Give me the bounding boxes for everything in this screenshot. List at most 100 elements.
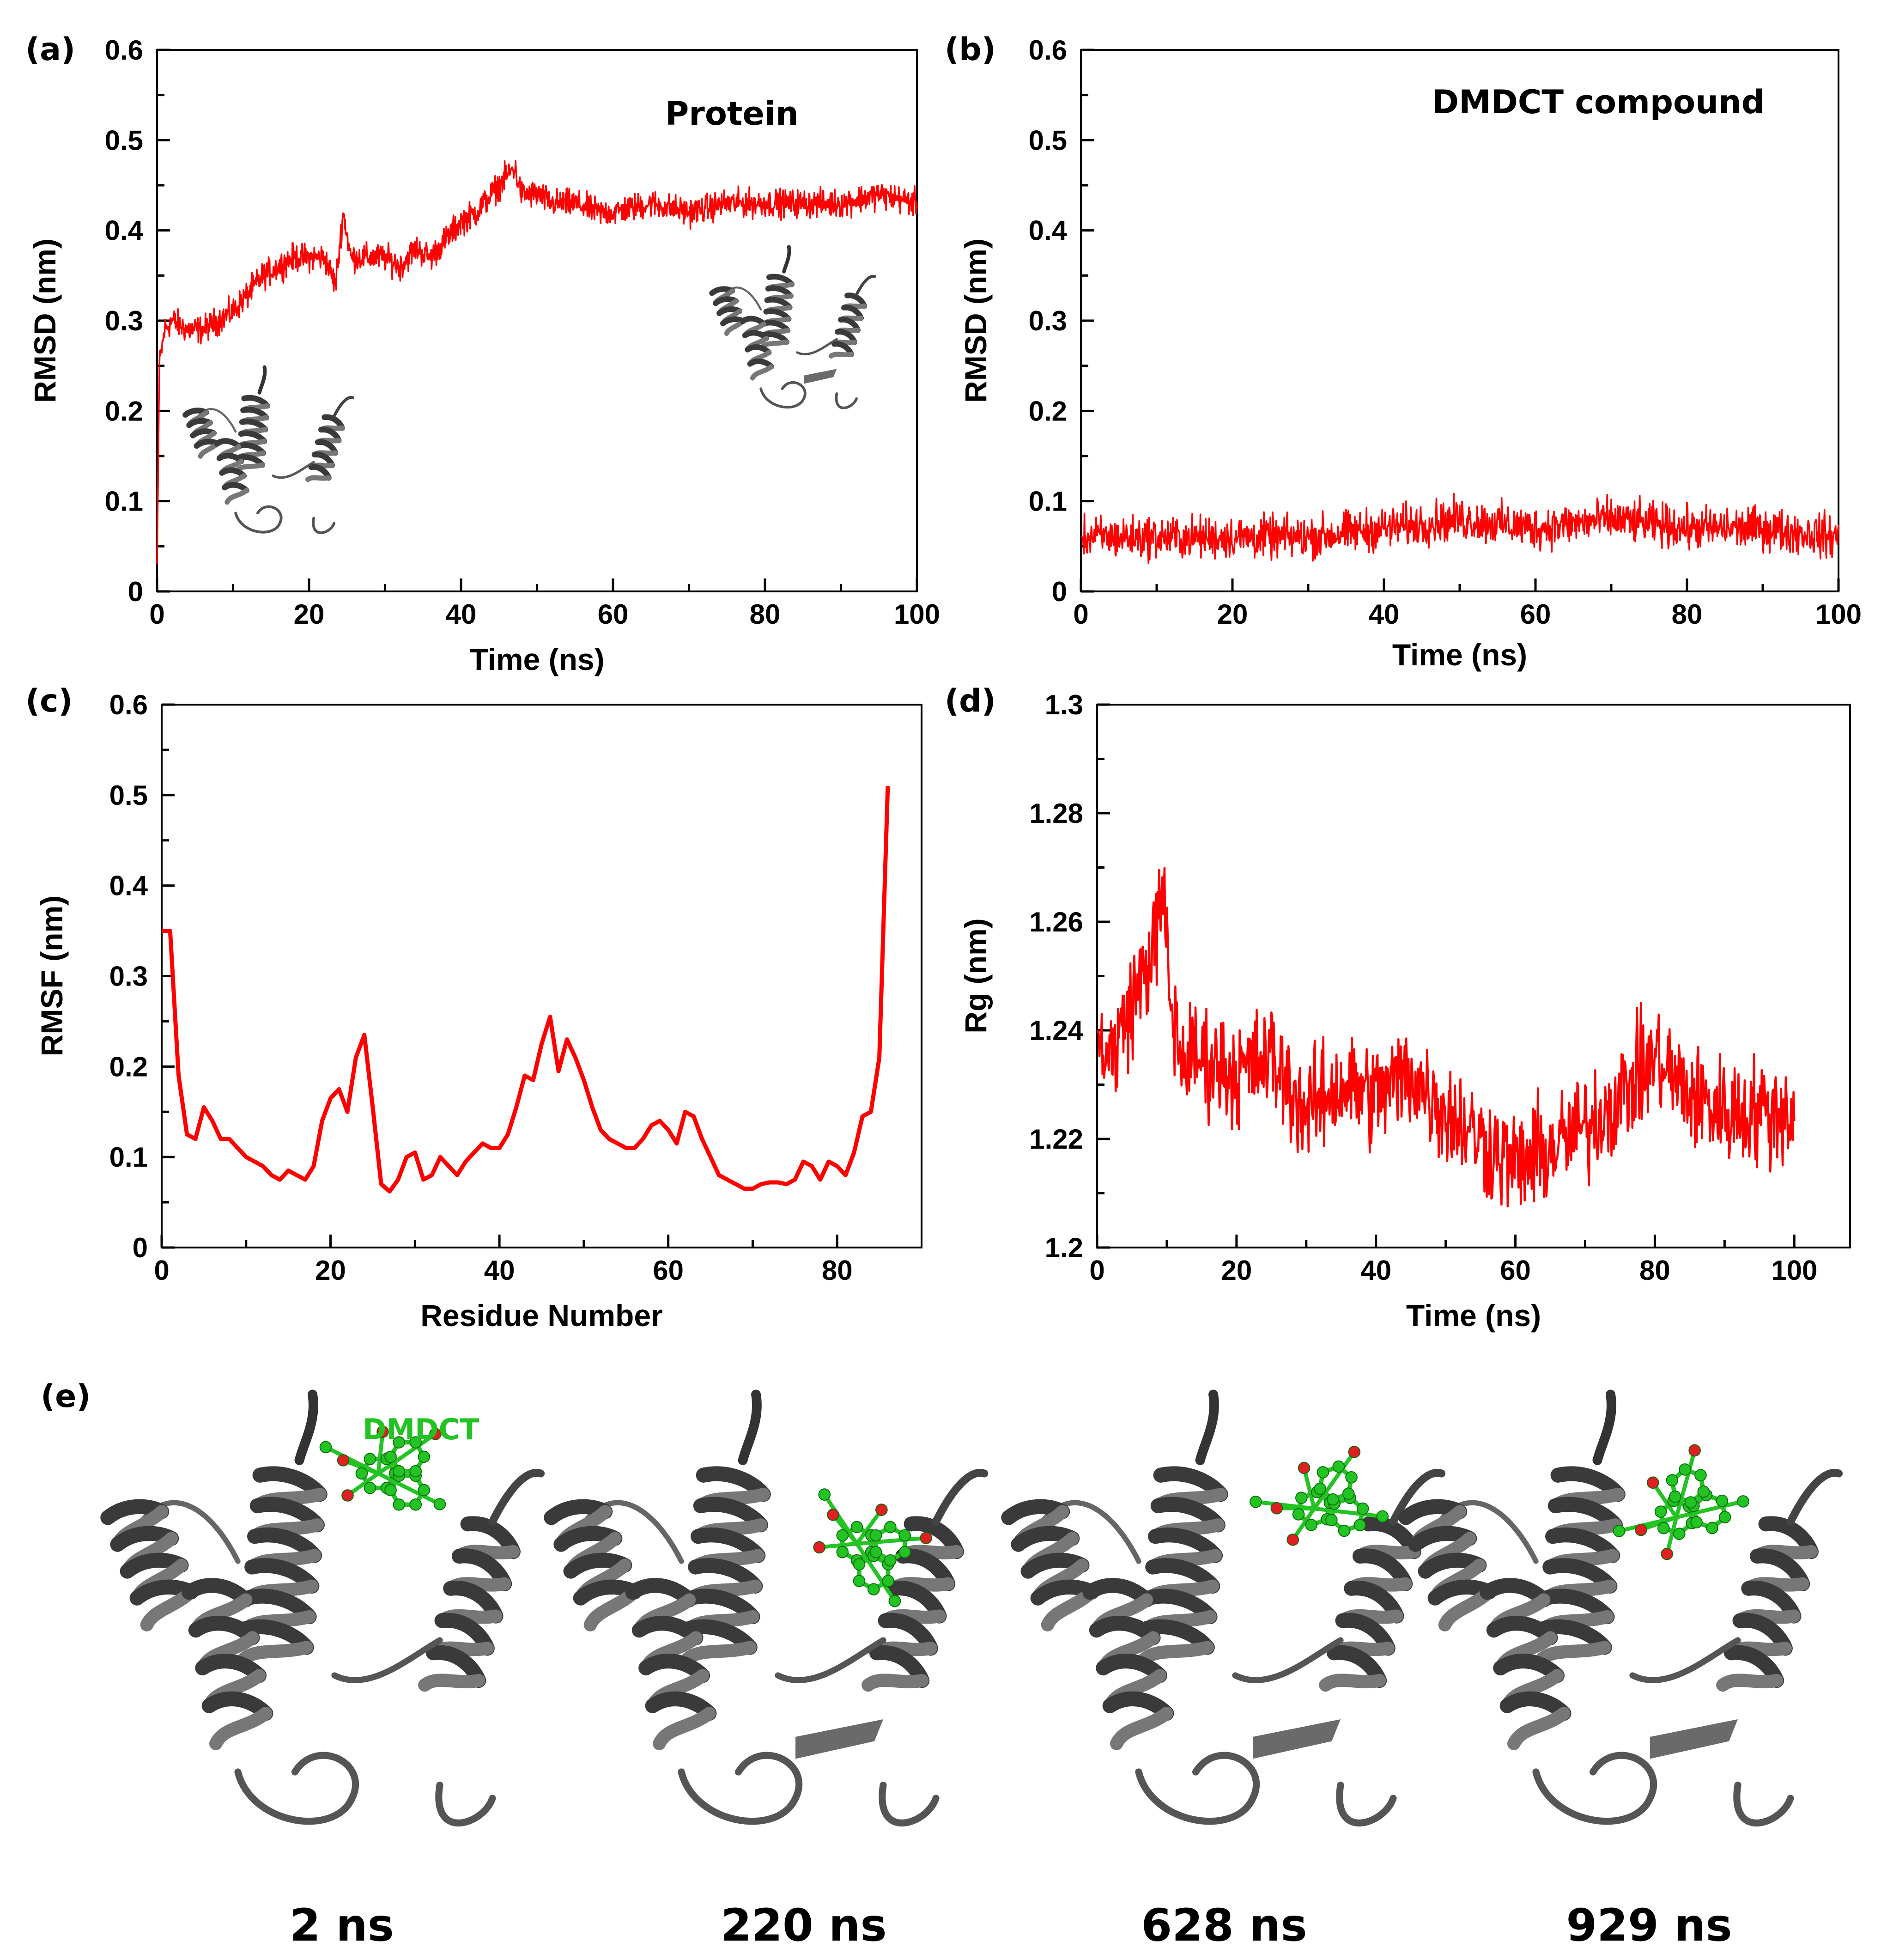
x-tick-label: 100 [894,599,940,630]
panel-b-letter: (b) [945,31,996,68]
x-axis-label: Residue Number [420,1298,662,1333]
series-line [1096,867,1796,1208]
ligand-dmdct [813,1488,933,1607]
x-tick-label: 0 [1089,1255,1104,1286]
helix-ribbon [760,274,795,349]
loop-ribbon [775,1637,886,1683]
loop-ribbon [1532,1752,1657,1825]
helix-ribbon [182,1578,273,1750]
helix-ribbon [740,316,774,381]
loop-ribbon [272,461,315,479]
x-tick-label: 40 [1369,599,1400,630]
loop-ribbon [331,1637,443,1683]
loop-ribbon [879,1781,940,1827]
x-tick-label: 0 [149,599,164,630]
panel-e-letter: (e) [41,1378,91,1415]
x-tick-label: 80 [1672,599,1703,630]
y-tick-label: 0.2 [109,1051,148,1082]
x-tick-label: 60 [598,599,629,630]
x-tick-label: 100 [1815,599,1862,630]
y-axis-label: RMSD (nm) [959,238,993,403]
y-tick-label: 0.4 [105,215,144,246]
plot-frame [156,49,918,592]
loop-ribbon [796,338,838,356]
x-tick-label: 80 [1639,1255,1670,1286]
plot-frame [1096,704,1851,1248]
loop-ribbon [294,1389,318,1465]
loop-ribbon [1195,1389,1219,1465]
x-tick-label: 100 [1771,1255,1817,1286]
beta-strand [1253,1719,1341,1759]
loop-ribbon [1592,1389,1616,1465]
series-line [1080,493,1839,565]
loop-ribbon [234,1752,359,1825]
loop-ribbon [932,1469,989,1526]
y-tick-label: 0.3 [109,961,148,992]
x-axis-label: Time (ns) [1392,638,1527,672]
y-tick-label: 0 [1052,576,1067,607]
beta-strand [803,369,837,384]
y-axis-label: RMSD (nm) [28,238,62,403]
x-tick-label: 20 [1217,599,1248,630]
chart-d-rg: 1.2 1.22 1.24 1.26 1.28 1.3 0 20 40 60 80 100 Time (… [959,689,1851,1333]
beta-strand [1650,1719,1738,1759]
loop-ribbon [1336,1781,1397,1827]
loop-ribbon [759,381,807,409]
ligand-dmdct [1250,1446,1389,1546]
snapshot-929ns [1398,1389,1843,1827]
y-tick-label: 0.2 [105,396,143,426]
helix-ribbon [1001,1499,1099,1631]
annotation-dmdct-compound: DMDCT compound [1432,83,1765,121]
helix-ribbon [1398,1499,1497,1631]
panel-c-letter: (c) [25,683,73,719]
y-tick-label: 0.1 [105,486,143,517]
x-tick-label: 40 [446,599,477,630]
loop-ribbon [257,365,267,395]
y-tick-label: 0.5 [105,125,143,156]
loop-ribbon [835,392,858,409]
helix-ribbon [828,292,868,359]
x-tick-label: 40 [1360,1255,1391,1286]
y-tick-label: 1.28 [1029,798,1083,829]
snapshot-220ns [544,1389,989,1827]
y-tick-label: 0.5 [109,780,148,811]
helix-ribbon [625,1578,717,1750]
ligand-dmdct [1613,1444,1749,1560]
y-tick-label: 1.2 [1045,1232,1083,1263]
loop-ribbon [332,396,354,418]
y-tick-label: 0.6 [1029,35,1067,66]
inset-protein-structure-final [709,245,876,409]
helix-ribbon [418,1516,521,1692]
time-label-220ns: 220 ns [721,1899,886,1951]
y-tick-label: 1.22 [1029,1124,1083,1155]
time-label-929ns: 929 ns [1566,1899,1732,1951]
loop-ribbon [1135,1752,1260,1825]
loop-ribbon [678,1752,802,1825]
helix-ribbon [544,1499,642,1631]
helix-ribbon [235,395,271,472]
ligand-label-dmdct: DMDCT [363,1412,479,1446]
helix-ribbon [305,414,345,482]
x-axis-label: Time (ns) [469,642,604,676]
helix-ribbon [680,1466,771,1666]
y-tick-label: 0 [133,1232,148,1263]
y-tick-label: 0.2 [1029,396,1067,426]
loop-ribbon [1629,1637,1741,1683]
loop-ribbon [782,245,791,274]
helix-ribbon [1480,1578,1572,1750]
y-axis-label: RMSF (nm) [35,895,69,1056]
y-tick-label: 0.6 [105,35,143,66]
y-tick-label: 0.6 [109,689,148,720]
helix-ribbon [709,286,746,336]
loop-ribbon [435,1781,496,1827]
x-tick-label: 80 [750,599,781,630]
chart-c-rmsf: 0 0.1 0.2 0.3 0.4 0.5 0.6 0 20 40 60 80 Residue Numb… [35,689,922,1333]
x-tick-label: 40 [484,1255,515,1286]
snapshot-2ns [100,1389,545,1827]
loop-ribbon [1232,1637,1344,1683]
y-tick-label: 0.1 [109,1142,148,1173]
panel-d-letter: (d) [945,683,996,719]
x-tick-label: 0 [154,1255,169,1286]
x-tick-label: 80 [822,1255,853,1286]
